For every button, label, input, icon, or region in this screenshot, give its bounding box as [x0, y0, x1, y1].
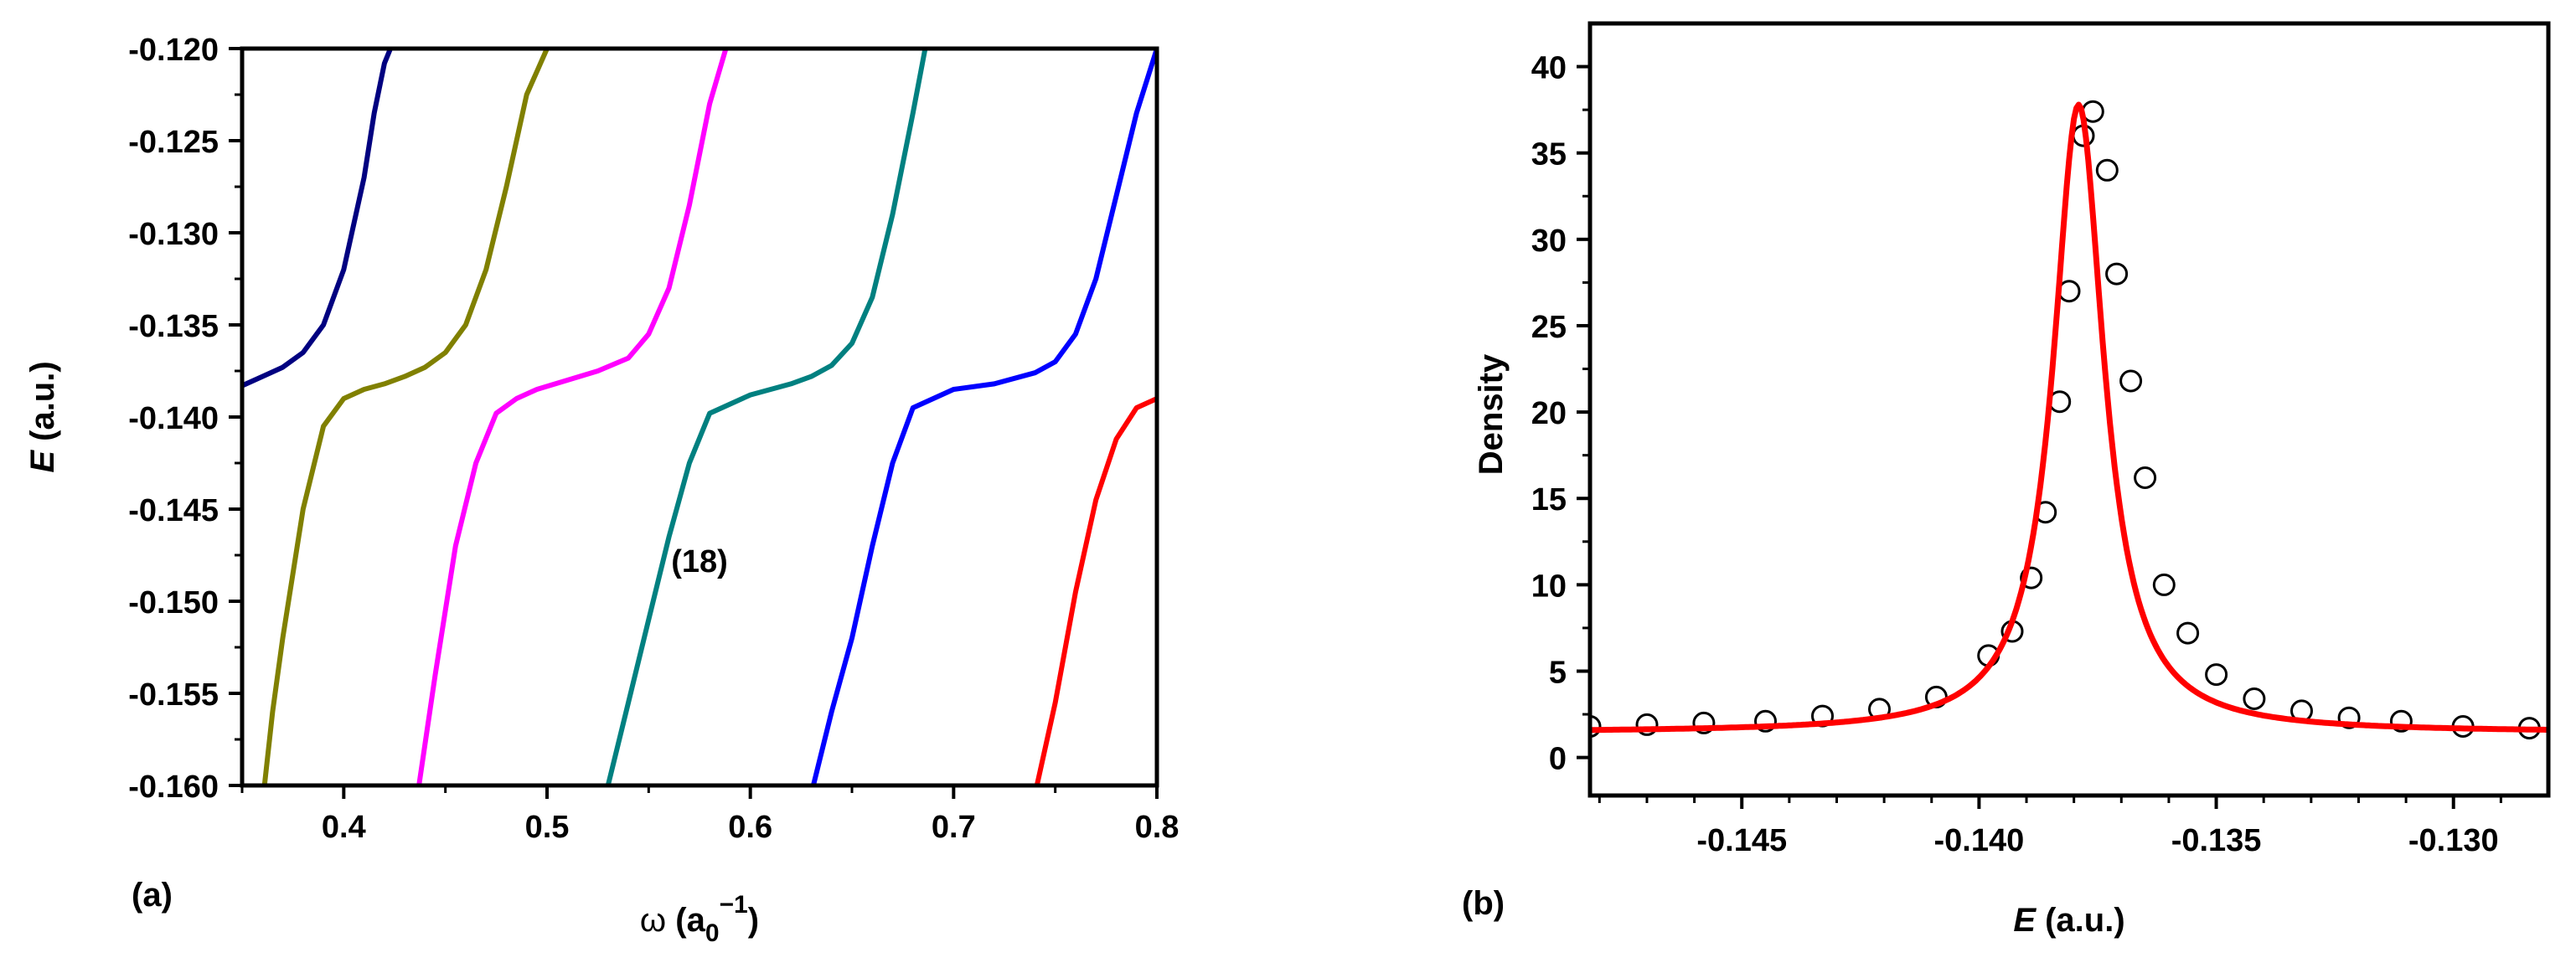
y-tick-label: -0.160 [128, 770, 219, 805]
panel-b-frame [1587, 21, 2551, 798]
x-label-sub: 0 [705, 919, 720, 947]
density-point [2020, 566, 2043, 590]
y-tick-label: 25 [1531, 310, 1567, 345]
density-point [2119, 369, 2143, 393]
y-tick-label: 0 [1549, 742, 1567, 777]
density-point [2243, 687, 2266, 710]
x-tick-label: 0.8 [1135, 810, 1180, 845]
x-tick-label: 0.7 [932, 810, 976, 845]
panel-a-x-axis-label: ω (a0−1) [640, 891, 759, 947]
y-tick-label: -0.155 [128, 677, 219, 713]
y-tick-label: -0.135 [128, 309, 219, 344]
x-tick-label: 0.6 [728, 810, 772, 845]
density-point [2134, 466, 2157, 489]
panel-b-ticks: -0.145 -0.140 -0.135 -0.130 0 5 10 15 20 25 30 35 40 [1531, 51, 2502, 858]
y-tick-label: -0.125 [128, 125, 219, 160]
density-point [2057, 280, 2081, 303]
b-x-label-unit: (a.u.) [2036, 902, 2125, 939]
x-tick-label: -0.145 [1696, 823, 1787, 858]
density-point [2205, 663, 2228, 687]
series-line-level-blue [810, 49, 1157, 785]
y-tick-label: 10 [1531, 569, 1567, 604]
y-tick-label: -0.150 [128, 585, 219, 620]
density-point [2389, 709, 2413, 733]
y-label-symbol: E [24, 450, 61, 473]
panel-b: -0.145 -0.140 -0.135 -0.130 0 5 10 15 20 25 30 35 40… [1462, 21, 2551, 939]
panel-b-y-axis-label: Density [1473, 353, 1510, 475]
x-label-close: ) [748, 902, 759, 939]
panel-b-label: (b) [1462, 885, 1505, 922]
x-label-symbol: ω [640, 902, 666, 939]
x-tick-label: -0.130 [2408, 823, 2499, 858]
panel-b-x-axis-label: E (a.u.) [2013, 902, 2124, 939]
x-tick-label: 0.5 [525, 810, 570, 845]
y-tick-label: 30 [1531, 224, 1567, 259]
panel-a-label: (a) [132, 877, 173, 914]
y-tick-label: 35 [1531, 137, 1567, 172]
density-point [1692, 711, 1716, 734]
y-tick-label: 20 [1531, 396, 1567, 431]
density-point [1590, 715, 1602, 738]
density-point [2152, 573, 2176, 596]
x-tick-label: 0.4 [322, 810, 366, 845]
y-tick-label: -0.120 [128, 33, 219, 68]
x-label-unit: (a [675, 902, 705, 939]
density-point [2337, 706, 2361, 729]
x-tick-label: -0.135 [2171, 823, 2262, 858]
y-tick-label: 15 [1531, 482, 1567, 517]
density-point [2105, 262, 2129, 286]
y-tick-label: 5 [1549, 655, 1567, 690]
series-line-level-olive [261, 49, 550, 785]
panel-a: 0.4 0.5 0.6 0.7 0.8 -0.120 -0.125 -0.130 -0.135 -… [24, 33, 1179, 947]
density-point [1754, 709, 1777, 733]
b-x-label-symbol: E [2013, 902, 2037, 939]
series-line-level-magenta [416, 49, 729, 785]
y-tick-label: 40 [1531, 51, 1567, 86]
density-point [2095, 158, 2119, 182]
panel-a-ticks: 0.4 0.5 0.6 0.7 0.8 -0.120 -0.125 -0.130 -0.135 -… [128, 33, 1179, 845]
series-line-level-teal [605, 49, 928, 785]
x-label-sup: −1 [720, 891, 748, 919]
density-point [2176, 621, 2200, 645]
y-label-unit: (a.u.) [24, 361, 61, 451]
y-tick-label: -0.130 [128, 217, 219, 252]
panel-a-y-axis-label: E (a.u.) [24, 361, 61, 472]
panel-a-curves [242, 49, 1157, 785]
panel-b-data [1590, 100, 2548, 740]
y-tick-label: -0.140 [128, 401, 219, 436]
y-tick-label: -0.145 [128, 493, 219, 528]
series-line-level-navy [242, 49, 394, 389]
lorentzian-fit-line [1590, 101, 2548, 734]
x-tick-label: -0.140 [1934, 823, 2025, 858]
series-line-level-red [1034, 396, 1157, 785]
density-point [1635, 713, 1659, 736]
panel-a-annotation: (18) [671, 544, 728, 579]
